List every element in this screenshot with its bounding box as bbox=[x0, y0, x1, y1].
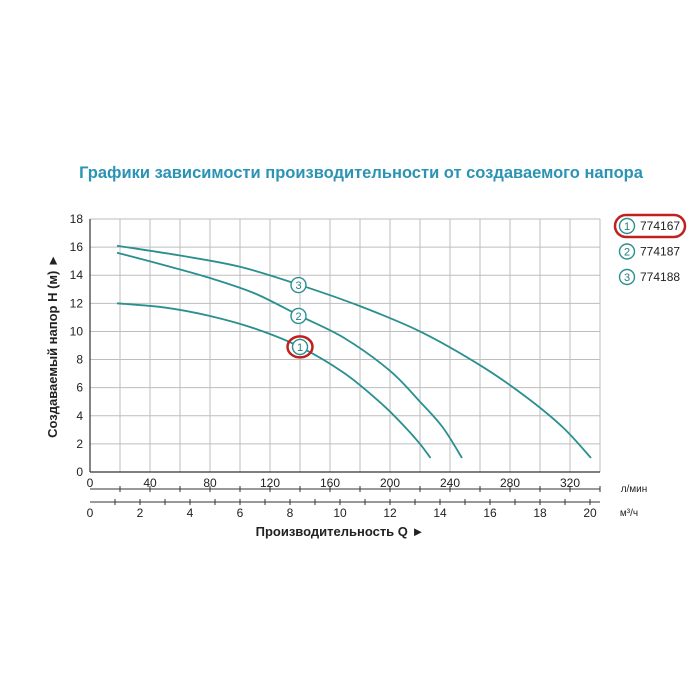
y-tick-label: 0 bbox=[76, 465, 83, 479]
x-tick-label-primary: 0 bbox=[87, 476, 94, 490]
x-tick-label-primary: 80 bbox=[203, 476, 217, 490]
grid bbox=[90, 218, 601, 472]
x-tick-label-primary: 280 bbox=[500, 476, 520, 490]
marker-circle bbox=[291, 338, 309, 356]
y-tick-label: 14 bbox=[70, 268, 84, 282]
curve-marker-3: 3 bbox=[290, 276, 307, 294]
y-tick-label: 12 bbox=[70, 296, 84, 310]
x-tick-label-secondary: 2 bbox=[137, 506, 144, 520]
y-tick-label: 6 bbox=[76, 381, 83, 395]
legend-marker-circle bbox=[618, 268, 636, 286]
y-tick-label: 8 bbox=[76, 353, 83, 367]
curve-markers: 1 2 3 bbox=[286, 276, 314, 359]
legend-label: 774187 bbox=[640, 245, 680, 259]
legend-item-774167: 1 774167 bbox=[613, 213, 687, 239]
marker-circle bbox=[290, 307, 307, 325]
y-tick-label: 10 bbox=[70, 324, 84, 338]
x-unit-secondary: м³/ч bbox=[620, 508, 638, 519]
x-tick-label-secondary: 0 bbox=[87, 506, 94, 520]
axes bbox=[89, 219, 601, 505]
x-tick-label-primary: 120 bbox=[260, 476, 280, 490]
x-tick-label-secondary: 14 bbox=[433, 506, 447, 520]
y-tick-label: 2 bbox=[76, 437, 83, 451]
curve-marker-1: 1 bbox=[286, 335, 314, 359]
legend-item-774188: 3 774188 bbox=[618, 268, 680, 286]
x-tick-label-primary: 240 bbox=[440, 476, 460, 490]
legend-marker-number: 3 bbox=[624, 272, 630, 284]
x-tick-label-secondary: 20 bbox=[583, 506, 597, 520]
y-tick-label: 18 bbox=[70, 212, 84, 226]
legend-label: 774167 bbox=[640, 219, 680, 233]
legend-highlight-ring bbox=[613, 213, 687, 239]
x-tick-label-primary: 200 bbox=[380, 476, 400, 490]
series-line-774187 bbox=[116, 251, 463, 459]
highlight-ring bbox=[286, 335, 314, 359]
x-tick-label-secondary: 16 bbox=[483, 506, 497, 520]
series-line-774188 bbox=[116, 244, 592, 459]
x-unit-primary: л/мин bbox=[621, 484, 648, 495]
y-tick-labels: 0 2 4 6 8 10 12 14 16 18 bbox=[70, 212, 84, 479]
legend-marker-circle bbox=[618, 243, 636, 260]
y-tick-label: 4 bbox=[76, 409, 83, 423]
y-tick-label: 16 bbox=[70, 240, 84, 254]
legend-marker-number: 2 bbox=[624, 247, 630, 259]
x-tick-labels: 0 40 80 120 160 200 240 280 320 0 2 4 6 8 10 12 14 16 18 20 bbox=[87, 476, 597, 520]
legend-marker-number: 1 bbox=[624, 221, 630, 233]
legend-label: 774188 bbox=[640, 270, 680, 284]
chart-title: Графики зависимости производительности о… bbox=[79, 164, 643, 182]
marker-number: 1 bbox=[297, 342, 303, 354]
x-tick-label-primary: 160 bbox=[320, 476, 340, 490]
marker-number: 3 bbox=[295, 280, 301, 292]
x-axis-label: Производительность Q ► bbox=[256, 524, 425, 539]
x-tick-label-secondary: 4 bbox=[187, 506, 194, 520]
legend-marker-circle bbox=[618, 217, 636, 235]
y-axis-label: Создаваемый напор Н (м) ► bbox=[45, 254, 60, 438]
x-tick-label-secondary: 18 bbox=[533, 506, 547, 520]
series-curves bbox=[116, 244, 592, 459]
legend: 1 774167 2 774187 3 774188 bbox=[613, 213, 687, 286]
series-line-774167 bbox=[116, 302, 432, 459]
x-tick-label-primary: 320 bbox=[560, 476, 580, 490]
x-tick-label-secondary: 6 bbox=[237, 506, 244, 520]
legend-item-774187: 2 774187 bbox=[618, 243, 680, 260]
x-tick-label-secondary: 8 bbox=[287, 506, 294, 520]
x-tick-label-secondary: 12 bbox=[383, 506, 397, 520]
curve-marker-2: 2 bbox=[290, 307, 307, 325]
marker-circle bbox=[290, 276, 307, 294]
x-tick-label-secondary: 10 bbox=[333, 506, 347, 520]
marker-number: 2 bbox=[295, 311, 301, 323]
x-tick-label-primary: 40 bbox=[143, 476, 157, 490]
